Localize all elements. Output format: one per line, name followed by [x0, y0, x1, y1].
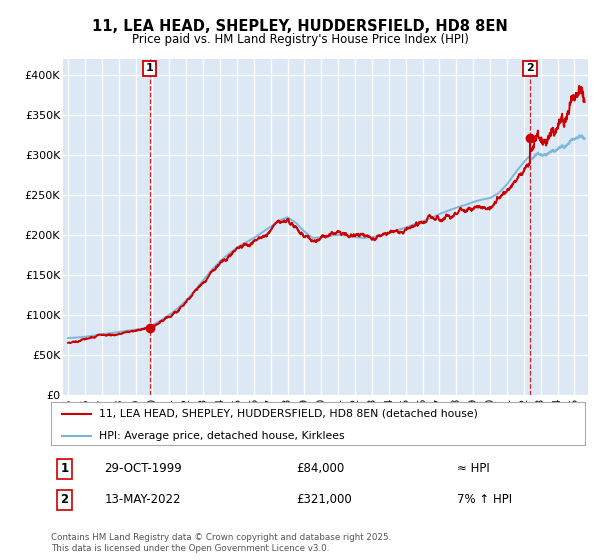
Text: Contains HM Land Registry data © Crown copyright and database right 2025.
This d: Contains HM Land Registry data © Crown c…	[51, 533, 391, 553]
Text: 11, LEA HEAD, SHEPLEY, HUDDERSFIELD, HD8 8EN: 11, LEA HEAD, SHEPLEY, HUDDERSFIELD, HD8…	[92, 20, 508, 34]
Text: 13-MAY-2022: 13-MAY-2022	[104, 493, 181, 506]
Text: £84,000: £84,000	[296, 463, 345, 475]
Text: 1: 1	[146, 63, 154, 73]
Text: 2: 2	[526, 63, 534, 73]
Text: HPI: Average price, detached house, Kirklees: HPI: Average price, detached house, Kirk…	[99, 431, 344, 441]
Text: 29-OCT-1999: 29-OCT-1999	[104, 463, 182, 475]
Text: 1: 1	[60, 463, 68, 475]
Text: £321,000: £321,000	[296, 493, 352, 506]
Text: 2: 2	[60, 493, 68, 506]
Text: ≈ HPI: ≈ HPI	[457, 463, 490, 475]
Text: 11, LEA HEAD, SHEPLEY, HUDDERSFIELD, HD8 8EN (detached house): 11, LEA HEAD, SHEPLEY, HUDDERSFIELD, HD8…	[99, 409, 478, 419]
Text: Price paid vs. HM Land Registry's House Price Index (HPI): Price paid vs. HM Land Registry's House …	[131, 32, 469, 46]
Text: 7% ↑ HPI: 7% ↑ HPI	[457, 493, 512, 506]
